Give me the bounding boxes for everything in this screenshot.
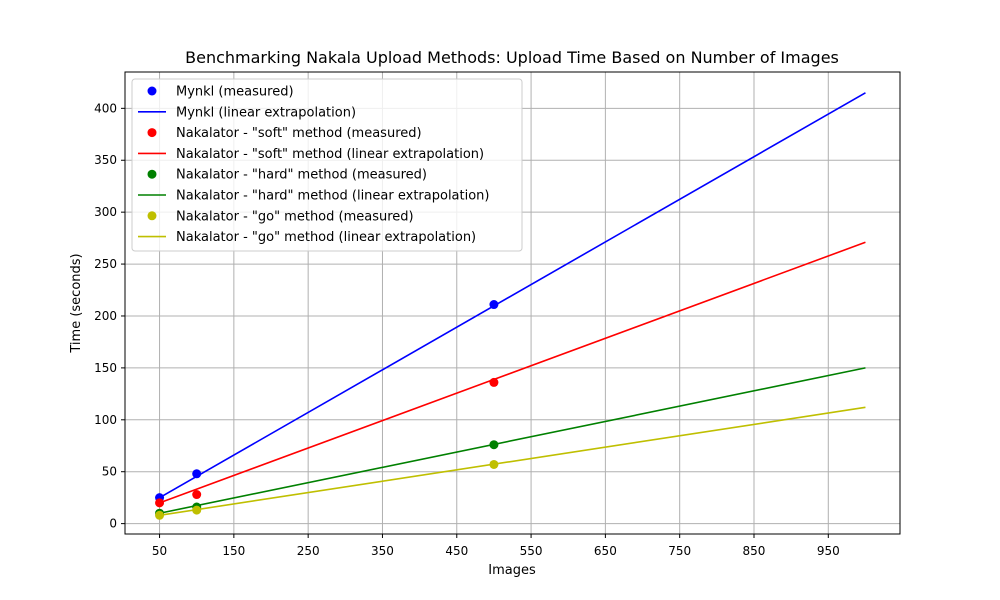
legend-marker-icon — [147, 169, 157, 179]
y-tick-label: 50 — [102, 465, 117, 479]
x-tick-label: 450 — [445, 544, 468, 558]
legend-marker-icon — [147, 128, 157, 138]
plot-frame — [124, 71, 901, 535]
data-point — [192, 469, 202, 479]
legend-marker-icon — [147, 86, 157, 96]
legend-marker-icon — [147, 211, 157, 221]
data-point — [489, 459, 499, 469]
data-point — [192, 490, 202, 500]
y-tick-label: 150 — [94, 361, 117, 375]
x-tick-label: 150 — [222, 544, 245, 558]
series-layer — [155, 92, 866, 520]
legend-entry-line: Nakalator - "go" method (linear extrapol… — [176, 230, 476, 245]
y-tick-label: 100 — [94, 413, 117, 427]
y-tick-label: 0 — [109, 517, 117, 531]
x-tick-label: 250 — [297, 544, 320, 558]
legend-entry-line: Nakalator - "hard" method (linear extrap… — [176, 189, 490, 204]
x-tick-label: 50 — [152, 544, 167, 558]
y-tick-label: 250 — [94, 257, 117, 271]
data-point — [489, 300, 499, 310]
data-point — [155, 510, 165, 520]
series-line-0 — [159, 92, 866, 499]
legend-entry-line: Nakalator - "soft" method (linear extrap… — [176, 147, 484, 162]
legend-entry-measured: Nakalator - "hard" method (measured) — [176, 168, 427, 183]
x-tick-label: 950 — [817, 544, 840, 558]
x-axis-label: Images — [488, 563, 536, 578]
y-tick-label: 350 — [94, 153, 117, 167]
y-tick-label: 300 — [94, 205, 117, 219]
x-tick-label: 550 — [520, 544, 543, 558]
legend-entry-measured: Nakalator - "soft" method (measured) — [176, 126, 422, 141]
data-point — [192, 505, 202, 515]
legend: Mynkl (measured) Mynkl (linear extrapolat… — [131, 78, 523, 252]
chart-title: Benchmarking Nakala Upload Methods: Uplo… — [185, 48, 839, 67]
legend-entry-line: Mynkl (linear extrapolation) — [176, 105, 356, 120]
legend-entry-measured: Nakalator - "go" method (measured) — [176, 209, 414, 224]
x-tick-label: 850 — [743, 544, 766, 558]
series-line-2 — [159, 367, 866, 515]
y-tick-label: 400 — [94, 101, 117, 115]
data-point — [155, 498, 165, 508]
data-point — [489, 440, 499, 450]
x-tick-label: 650 — [594, 544, 617, 558]
y-axis-label: Time (seconds) — [69, 253, 84, 353]
series-line-1 — [159, 241, 866, 504]
data-point — [489, 377, 499, 387]
x-tick-label: 350 — [371, 544, 394, 558]
x-tick-label: 750 — [668, 544, 691, 558]
legend-entry-measured: Mynkl (measured) — [176, 85, 294, 100]
y-tick-label: 200 — [94, 309, 117, 323]
axis-ticks: 50 150 250 350 450 550 650 750 850 950 0 50 100 150 20… — [94, 101, 840, 558]
legend-box — [131, 78, 523, 252]
series-line-3 — [159, 406, 866, 517]
